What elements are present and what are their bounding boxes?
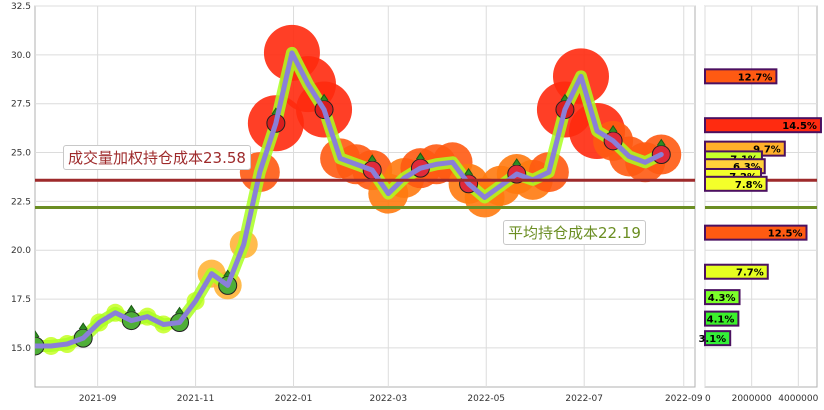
- volume-bar-label: 4.3%: [708, 293, 736, 304]
- weighted-cost-label: 成交量加权持仓成本23.58: [68, 149, 246, 167]
- leaf-icon: [78, 322, 88, 330]
- x-tick-label: 2022-01: [275, 394, 313, 404]
- volume-bar-label: 12.7%: [738, 72, 773, 83]
- price-series: [35, 50, 664, 349]
- volume-bar: [704, 310, 740, 327]
- y-tick-label: 20.0: [11, 246, 31, 256]
- volume-bar: [704, 289, 741, 306]
- volume-bar: [704, 68, 778, 85]
- volume-bar-label: 6.3%: [733, 162, 761, 173]
- x-tick-labels: 2021-09 2021-11 2022-01 2022-03 2022-05 2022-…: [79, 394, 703, 404]
- volume-bar: [704, 224, 808, 241]
- volume-bar-label: 12.5%: [768, 229, 803, 240]
- volume-tick-label: 0: [705, 394, 711, 404]
- y-tick-labels: 15.0 17.5 20.0 22.5 25.0 27.5 30.0 32.5: [11, 2, 31, 354]
- leaf-icon: [512, 158, 522, 166]
- volume-bar: [704, 263, 769, 280]
- volume-bar: [704, 330, 732, 347]
- y-tick-label: 27.5: [11, 100, 31, 110]
- volume-tick-label: 4000000: [778, 394, 818, 404]
- volume-bar-label: 4.1%: [707, 315, 735, 326]
- leaf-icon: [608, 124, 618, 133]
- volume-bars: 12.7%14.5%9.7%7.1%6.3%7.2%7.8%12.5%7.7%4…: [698, 68, 822, 347]
- x-tick-label: 2021-09: [79, 394, 117, 404]
- volume-bar-label: 14.5%: [782, 121, 817, 132]
- volume-bar: [704, 175, 768, 192]
- leaf-icon: [35, 330, 40, 338]
- volume-bar-label: 9.7%: [753, 145, 781, 156]
- side-plot-area: [704, 5, 818, 388]
- leaf-icon: [464, 167, 473, 176]
- average-cost-label: 平均持仓成本22.19: [508, 224, 641, 242]
- weighted-cost-callout: 成交量加权持仓成本23.58: [63, 145, 251, 170]
- price-line: [35, 50, 664, 349]
- y-tick-label: 22.5: [11, 197, 31, 207]
- leaf-icon: [656, 138, 666, 146]
- volume-bar-label: 7.7%: [736, 268, 764, 279]
- volume-tick-label: 2000000: [732, 394, 772, 404]
- volume-bar: [704, 117, 822, 134]
- leaf-icon: [319, 93, 329, 101]
- leaf-icon: [415, 152, 425, 160]
- x-tick-label: 2022-09: [665, 394, 703, 404]
- y-tick-label: 17.5: [11, 295, 31, 305]
- leaf-icon: [126, 304, 136, 312]
- x-tick-label: 2022-03: [369, 394, 407, 404]
- leaf-icon: [367, 154, 377, 162]
- volume-bar-label: 3.1%: [698, 334, 726, 345]
- leaf-icon: [175, 306, 184, 314]
- average-cost-callout: 平均持仓成本22.19: [503, 220, 646, 245]
- x-tick-label: 2022-07: [565, 394, 603, 404]
- volume-bar-label: 7.8%: [735, 180, 763, 191]
- y-tick-label: 25.0: [11, 149, 31, 159]
- y-tick-label: 32.5: [11, 2, 31, 12]
- volume-tick-labels: 0 2000000 4000000: [705, 394, 819, 404]
- x-tick-label: 2021-11: [177, 394, 215, 404]
- x-tick-label: 2022-05: [467, 394, 505, 404]
- y-tick-label: 15.0: [11, 344, 31, 354]
- y-tick-label: 30.0: [11, 51, 31, 61]
